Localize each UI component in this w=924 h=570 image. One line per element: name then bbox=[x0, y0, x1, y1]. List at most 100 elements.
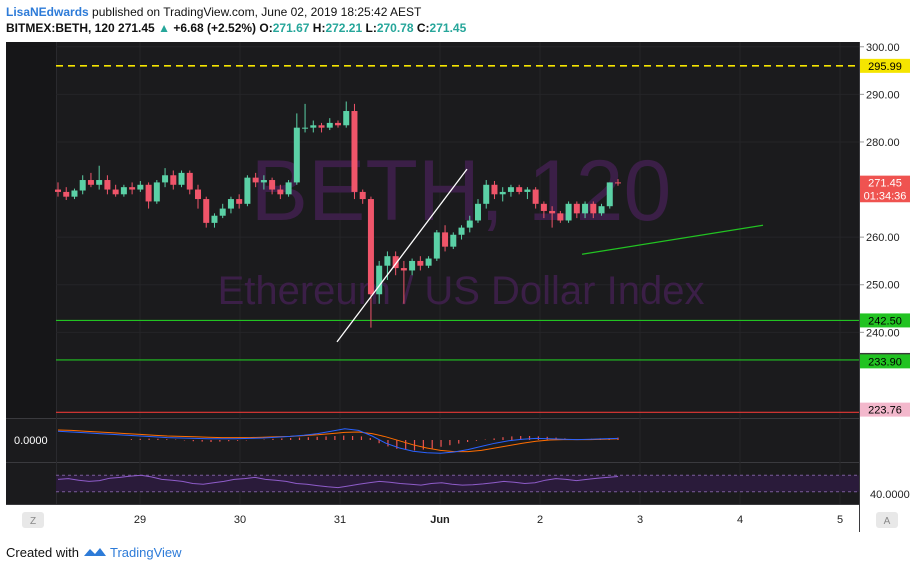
x-tick-label: 3 bbox=[637, 514, 643, 526]
author-link[interactable]: LisaNEdwards bbox=[6, 5, 89, 19]
candle-body bbox=[96, 180, 103, 185]
candle-body bbox=[195, 189, 201, 200]
close-label: C: bbox=[416, 21, 430, 35]
candle-body bbox=[120, 187, 127, 195]
y-tick-label: 290.00 bbox=[866, 89, 900, 101]
candle-body bbox=[178, 172, 185, 185]
y-tick-label: 260.00 bbox=[866, 232, 900, 244]
candle-body bbox=[409, 260, 416, 271]
price-label-box bbox=[860, 175, 910, 190]
candle-body bbox=[615, 182, 621, 184]
candle-body bbox=[285, 182, 292, 195]
price-axis-ticks: 300.00 290.00 280.00 260.00 250.00 240.00 bbox=[860, 42, 900, 339]
candle-body bbox=[351, 111, 358, 192]
candle-body bbox=[343, 111, 350, 126]
price-label-text: 295.99 bbox=[868, 61, 902, 73]
candle-body bbox=[483, 184, 490, 204]
candle-body bbox=[433, 232, 440, 259]
candle-body bbox=[244, 177, 251, 204]
high-value: 272.21 bbox=[325, 21, 363, 35]
macd-axis-label: 0.0000 bbox=[14, 435, 48, 447]
candle-body bbox=[112, 189, 119, 195]
candle-body bbox=[384, 256, 391, 266]
candle-body bbox=[565, 203, 572, 221]
y-tick-label: 240.00 bbox=[866, 327, 900, 339]
price-pane[interactable] bbox=[56, 42, 859, 418]
auto-scale-button[interactable] bbox=[876, 512, 898, 528]
candle-body bbox=[203, 199, 210, 223]
price-chart[interactable]: BETH, 120 Ethereum / US Dollar Index 300… bbox=[6, 42, 916, 532]
candle-body bbox=[367, 199, 374, 295]
x-tick-label: 29 bbox=[134, 514, 146, 526]
publish-line: LisaNEdwards published on TradingView.co… bbox=[6, 4, 466, 20]
price-label-box bbox=[860, 354, 910, 369]
candle-body bbox=[475, 203, 481, 221]
left-margin bbox=[6, 42, 56, 418]
candle-body bbox=[211, 215, 218, 223]
candle-body bbox=[145, 184, 152, 202]
candle-body bbox=[227, 199, 234, 209]
tradingview-brand[interactable]: TradingView bbox=[110, 545, 182, 560]
up-arrow-icon: ▲ bbox=[158, 21, 170, 35]
candle-body bbox=[310, 125, 317, 128]
publish-info: published on TradingView.com, June 02, 2… bbox=[92, 5, 422, 19]
candle-body bbox=[318, 125, 325, 128]
open-value: 271.67 bbox=[272, 21, 310, 35]
auto-scale-icon: A bbox=[884, 516, 891, 527]
candle-body bbox=[516, 187, 523, 192]
candle-body bbox=[376, 265, 383, 295]
price-change: +6.68 (+2.52%) bbox=[173, 21, 257, 35]
candle-body bbox=[425, 258, 432, 266]
candle-body bbox=[400, 268, 407, 271]
macd-pane[interactable]: 0.0000 bbox=[14, 428, 619, 454]
candle-body bbox=[252, 177, 259, 183]
candle-body bbox=[582, 203, 589, 214]
open-label: O: bbox=[259, 21, 273, 35]
candle-body bbox=[442, 232, 449, 247]
candle-body bbox=[458, 227, 465, 235]
candle-body bbox=[466, 220, 473, 228]
timezone-button[interactable] bbox=[22, 512, 44, 528]
trendline bbox=[336, 168, 468, 343]
close-value: 271.45 bbox=[429, 21, 467, 35]
price-label-text: 233.90 bbox=[868, 356, 902, 368]
x-tick-label: Jun bbox=[430, 514, 450, 526]
candle-body bbox=[55, 189, 61, 192]
rsi-axis-label: 40.0000 bbox=[870, 489, 910, 501]
candle-body bbox=[359, 191, 366, 200]
watermark-symbol: BETH, 120 bbox=[251, 143, 672, 239]
time-axis[interactable] bbox=[6, 505, 859, 532]
watermark-name: Ethereum / US Dollar Index bbox=[218, 269, 705, 313]
horizontal-levels[interactable] bbox=[56, 65, 859, 413]
candle-body bbox=[87, 180, 94, 185]
price-label-text: 242.50 bbox=[868, 315, 902, 327]
high-label: H: bbox=[312, 21, 326, 35]
y-tick-label: 250.00 bbox=[866, 280, 900, 292]
candle-body bbox=[79, 180, 86, 191]
tradingview-logo-icon bbox=[83, 548, 106, 556]
candle-body bbox=[63, 191, 70, 197]
candle-body bbox=[277, 189, 284, 195]
rsi-pane[interactable]: 40.0000 bbox=[56, 474, 910, 501]
ohlc-line: BITMEX:BETH, 120 271.45 ▲ +6.68 (+2.52%)… bbox=[6, 20, 466, 36]
price-axis[interactable] bbox=[860, 42, 916, 532]
candle-body bbox=[590, 203, 597, 214]
y-tick-label: 300.00 bbox=[866, 42, 900, 54]
candle-body bbox=[236, 199, 243, 204]
candle-body bbox=[507, 187, 514, 192]
time-axis-ticks: 29 30 31 Jun 2 3 4 5 bbox=[134, 514, 843, 526]
price-labels: 295.99271.4501:34:36242.50234.20233.9022… bbox=[860, 58, 910, 417]
y-tick-label: 280.00 bbox=[866, 137, 900, 149]
candle-body bbox=[450, 234, 457, 247]
price-label-text: 01:34:36 bbox=[864, 190, 907, 202]
candle-body bbox=[606, 182, 613, 207]
candle-body bbox=[598, 206, 605, 214]
rsi-band bbox=[56, 475, 859, 492]
price-label-text: 271.45 bbox=[868, 178, 902, 190]
zoom-icon: Z bbox=[30, 516, 36, 527]
trendlines[interactable] bbox=[336, 168, 764, 343]
x-tick-label: 4 bbox=[737, 514, 743, 526]
footer: Created with TradingView bbox=[6, 545, 182, 560]
last-price: 271.45 bbox=[118, 21, 155, 35]
x-tick-label: 30 bbox=[234, 514, 246, 526]
